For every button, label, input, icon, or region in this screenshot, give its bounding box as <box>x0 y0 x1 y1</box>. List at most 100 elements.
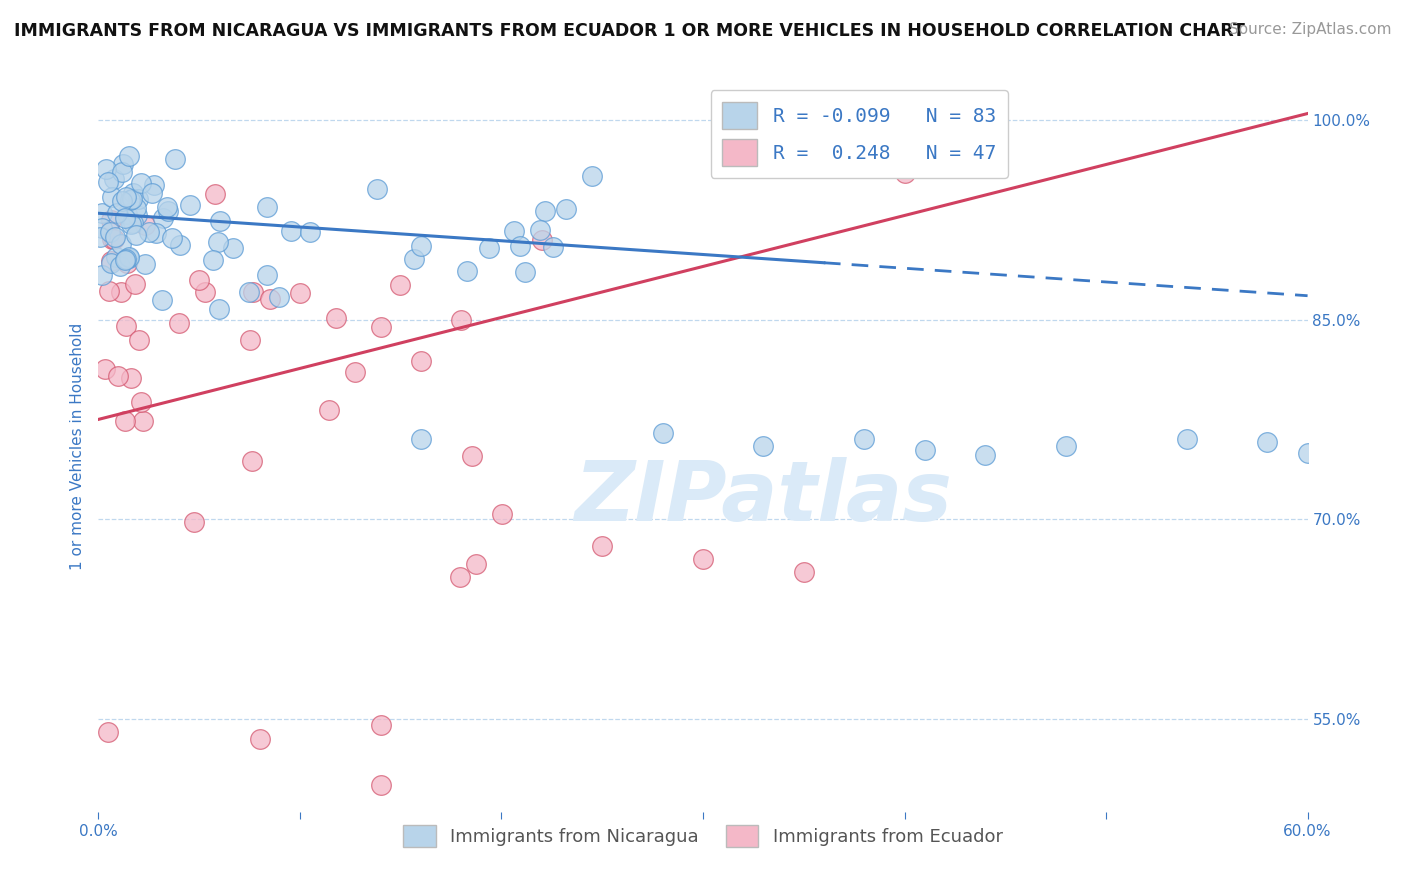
Point <box>132 415 155 429</box>
Point <box>129 395 152 409</box>
Point <box>201 253 224 268</box>
Point <box>370 778 392 792</box>
Point <box>118 252 141 266</box>
Point <box>169 238 191 252</box>
Point <box>100 254 122 268</box>
Point <box>204 187 226 202</box>
Point <box>121 192 143 206</box>
Point <box>530 233 553 247</box>
Point <box>122 216 145 230</box>
Point <box>1256 435 1278 450</box>
Point <box>752 439 775 453</box>
Point <box>974 448 997 462</box>
Point <box>288 286 311 301</box>
Point <box>104 229 127 244</box>
Legend: Immigrants from Nicaragua, Immigrants from Ecuador: Immigrants from Nicaragua, Immigrants fr… <box>396 817 1010 854</box>
Point <box>122 186 145 200</box>
Text: IMMIGRANTS FROM NICARAGUA VS IMMIGRANTS FROM ECUADOR 1 OR MORE VEHICLES IN HOUSE: IMMIGRANTS FROM NICARAGUA VS IMMIGRANTS … <box>14 22 1244 40</box>
Point <box>509 239 531 253</box>
Point <box>402 252 425 266</box>
Point <box>110 259 132 273</box>
Point <box>114 211 136 225</box>
Point <box>179 198 201 212</box>
Point <box>464 557 486 571</box>
Point <box>366 182 388 196</box>
Point <box>456 264 478 278</box>
Point <box>97 175 120 189</box>
Point <box>249 731 271 746</box>
Point <box>103 172 125 186</box>
Point <box>107 368 129 383</box>
Point <box>1296 445 1319 459</box>
Point <box>111 157 134 171</box>
Point <box>134 257 156 271</box>
Point <box>94 361 117 376</box>
Point <box>100 256 122 270</box>
Point <box>256 200 278 214</box>
Point <box>325 311 347 326</box>
Point <box>409 433 432 447</box>
Point <box>280 224 302 238</box>
Point <box>449 570 471 584</box>
Point <box>478 241 501 255</box>
Point <box>138 225 160 239</box>
Point <box>318 403 340 417</box>
Point <box>163 152 186 166</box>
Point <box>388 278 411 293</box>
Point <box>238 285 260 299</box>
Point <box>115 318 138 333</box>
Point <box>188 273 211 287</box>
Point <box>104 251 127 265</box>
Point <box>152 293 174 307</box>
Point <box>450 312 472 326</box>
Y-axis label: 1 or more Vehicles in Household: 1 or more Vehicles in Household <box>69 322 84 570</box>
Point <box>491 507 513 521</box>
Point <box>114 414 136 428</box>
Point <box>298 225 321 239</box>
Point <box>101 232 124 246</box>
Point <box>120 193 142 207</box>
Point <box>97 725 120 739</box>
Point <box>90 221 112 235</box>
Point <box>409 239 432 253</box>
Point <box>207 235 229 250</box>
Point <box>152 211 174 225</box>
Text: ZIPatlas: ZIPatlas <box>575 457 952 538</box>
Point <box>541 240 564 254</box>
Point <box>91 268 114 283</box>
Point <box>914 442 936 457</box>
Point <box>194 285 217 300</box>
Point <box>853 433 876 447</box>
Point <box>91 206 114 220</box>
Point <box>893 166 915 180</box>
Point <box>125 201 148 215</box>
Point <box>267 290 290 304</box>
Point <box>1054 439 1077 453</box>
Point <box>115 190 138 204</box>
Point <box>533 204 555 219</box>
Point <box>793 566 815 580</box>
Point <box>155 200 177 214</box>
Point <box>127 192 149 206</box>
Point <box>259 292 281 306</box>
Point <box>240 454 263 468</box>
Point <box>554 202 576 216</box>
Point <box>117 207 139 221</box>
Point <box>111 165 134 179</box>
Point <box>141 186 163 201</box>
Point <box>145 226 167 240</box>
Point <box>651 425 673 440</box>
Point <box>167 316 190 330</box>
Point <box>89 230 111 244</box>
Text: Source: ZipAtlas.com: Source: ZipAtlas.com <box>1229 22 1392 37</box>
Point <box>98 226 121 240</box>
Point <box>503 224 526 238</box>
Point <box>460 449 482 463</box>
Point <box>129 176 152 190</box>
Point <box>103 232 125 246</box>
Point <box>127 208 149 222</box>
Point <box>124 277 146 291</box>
Point <box>115 256 138 270</box>
Point <box>208 302 231 317</box>
Point <box>114 253 136 268</box>
